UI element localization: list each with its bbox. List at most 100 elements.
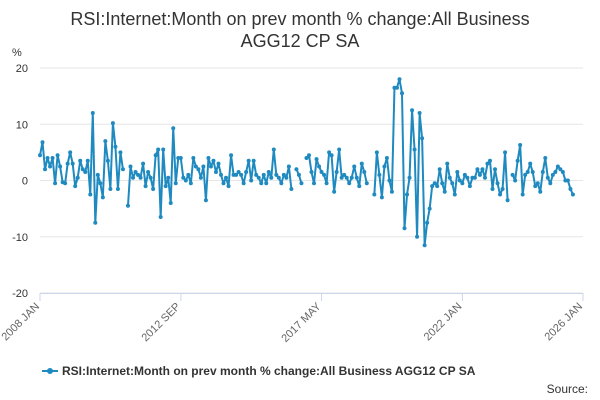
data-point [472,175,477,180]
data-point [271,147,276,152]
data-point [83,170,88,175]
data-point [394,85,399,90]
data-point [286,164,291,169]
series-line [39,78,574,247]
data-point [196,167,201,172]
data-point [70,161,75,166]
data-point [261,172,266,177]
data-point [339,175,344,180]
data-point [347,181,352,186]
data-point [50,156,55,160]
data-point [538,189,543,194]
data-point [90,111,95,115]
data-point [462,172,467,177]
chart-title: RSI:Internet:Month on prev month % chang… [0,8,600,52]
data-point [128,164,133,169]
data-point [108,186,113,191]
data-point [281,172,286,177]
data-point [445,161,450,166]
data-point [274,172,279,177]
data-point [430,184,435,189]
data-point [211,158,216,163]
data-point [241,181,246,186]
data-point [306,153,311,158]
data-point [246,158,251,163]
data-point [352,164,357,169]
x-tick-label: 2012 SEP [139,301,183,345]
data-point [191,156,196,160]
data-point [457,178,462,183]
data-point [143,184,148,189]
data-point [289,186,294,191]
data-point [357,184,362,189]
data-point [329,153,334,158]
chart-legend[interactable]: RSI:Internet:Month on prev month % chang… [42,364,600,378]
data-point [382,164,387,169]
data-point [259,181,264,186]
data-point [85,158,90,163]
legend-series-label: RSI:Internet:Month on prev month % chang… [62,364,476,378]
data-point [100,195,105,200]
data-point [523,172,528,177]
data-point [312,181,317,186]
data-point [151,186,156,191]
data-point [256,175,261,180]
data-point [455,170,460,175]
data-point [322,172,327,177]
data-point [163,184,168,189]
data-point [146,170,151,175]
data-point [402,226,407,231]
data-point [186,172,191,177]
data-point [88,192,93,197]
data-point [460,181,465,186]
data-point [58,164,63,169]
x-tick-label: 2017 MAY [279,300,324,345]
data-point [344,175,349,180]
y-axis-label: % [12,47,22,59]
data-point [359,161,364,166]
data-point [234,172,239,177]
data-point [136,172,141,177]
data-point [178,156,183,160]
data-point [495,181,500,186]
data-point [284,175,289,180]
data-point [535,181,540,186]
data-point [269,175,274,180]
y-tick-label: 10 [16,119,28,131]
data-point [115,186,120,191]
data-point [317,164,322,169]
data-point [188,181,193,186]
data-point [407,175,412,180]
data-point [113,144,118,149]
data-point [377,172,382,177]
data-point [120,167,125,172]
data-point [45,156,50,160]
data-point [166,175,171,180]
data-point [425,220,430,225]
data-point [447,175,452,180]
data-point [440,181,445,186]
y-tick-label: -20 [12,288,28,300]
data-point [565,178,570,183]
data-point [417,111,422,115]
data-point [410,108,415,113]
x-tick-label: 2008 JAN [0,301,42,344]
data-point [249,178,254,183]
data-point [485,161,490,166]
data-point [78,158,83,163]
chart-title-line-1: RSI:Internet:Month on prev month % chang… [70,9,530,29]
data-point [442,189,447,194]
data-point [362,170,367,175]
y-tick-label: 0 [22,176,28,188]
data-point [224,175,229,180]
data-point [334,170,339,175]
data-point [543,156,548,160]
data-point [264,181,269,186]
data-point [141,161,146,166]
data-point [296,172,301,177]
data-point [95,172,100,177]
data-point [510,172,515,177]
data-point [420,136,425,141]
data-point [337,147,342,152]
data-point [412,147,417,152]
